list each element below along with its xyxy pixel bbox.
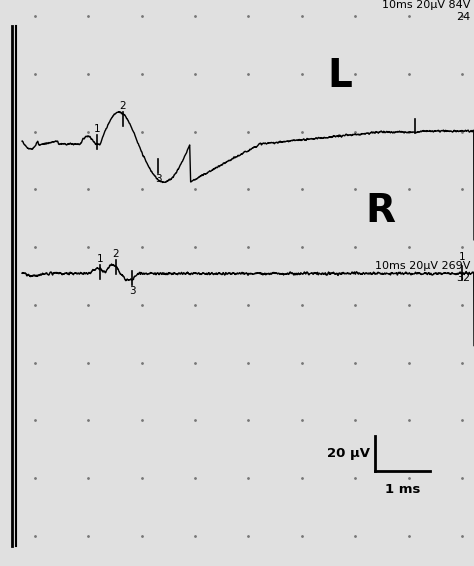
Text: 1: 1: [97, 254, 103, 264]
Text: 20 μV: 20 μV: [327, 447, 370, 460]
Text: 10ms 20μV 269V
32: 10ms 20μV 269V 32: [374, 261, 470, 282]
Text: 2: 2: [113, 249, 119, 259]
Text: 3: 3: [128, 286, 135, 296]
Text: R: R: [365, 192, 395, 230]
Text: 1 ms: 1 ms: [385, 483, 420, 496]
Text: L: L: [328, 57, 353, 95]
Text: 2: 2: [120, 101, 126, 111]
Text: 3: 3: [155, 174, 161, 184]
Text: 1: 1: [94, 124, 100, 134]
Text: 1: 1: [459, 252, 465, 262]
Text: 10ms 20μV 84V
24: 10ms 20μV 84V 24: [382, 0, 470, 22]
